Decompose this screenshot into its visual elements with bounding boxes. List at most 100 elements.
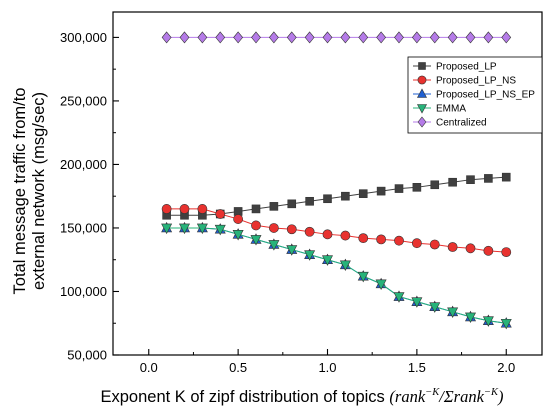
data-point <box>447 31 458 44</box>
data-point <box>465 31 476 44</box>
data-point <box>251 220 261 231</box>
legend-item: Proposed_LP <box>413 62 497 73</box>
legend-marker <box>418 62 426 70</box>
data-point <box>340 230 351 241</box>
data-point <box>215 209 226 219</box>
data-point <box>197 31 208 44</box>
data-point <box>429 302 441 313</box>
formula-close-paren: ) <box>497 387 504 406</box>
data-point <box>340 31 351 44</box>
data-point <box>501 31 512 44</box>
data-point <box>358 189 368 198</box>
data-point <box>394 31 404 44</box>
legend-marker <box>417 104 427 114</box>
data-point <box>466 175 475 184</box>
data-point <box>251 204 261 214</box>
data-point <box>304 250 316 261</box>
data-point <box>358 31 369 44</box>
legend-label: Proposed_LP_NS <box>436 76 516 87</box>
data-point <box>482 316 494 327</box>
legend: Proposed_LP Proposed_LP_NS Proposed_LP_NS_… <box>407 56 543 134</box>
formula-slash: / <box>438 387 445 406</box>
series-layer <box>161 31 512 330</box>
series-emma <box>161 223 512 330</box>
legend-box <box>407 56 543 134</box>
data-point <box>376 234 387 245</box>
series-proposed-lp <box>162 172 511 220</box>
data-point <box>322 255 333 266</box>
data-point <box>250 235 262 246</box>
data-point <box>411 238 422 249</box>
data-point <box>268 223 279 233</box>
data-point <box>322 31 333 44</box>
data-point <box>411 297 423 308</box>
data-point <box>376 186 386 196</box>
data-point <box>501 247 512 257</box>
data-point <box>305 196 314 206</box>
x-tick-label: 0.5 <box>229 360 247 375</box>
formula-numerator-exponent: −K <box>425 387 440 398</box>
data-point <box>394 184 404 193</box>
data-point <box>393 292 405 303</box>
legend-item: Proposed_LP_NS_EP <box>413 88 535 101</box>
x-tick-label: 0.0 <box>140 360 158 375</box>
data-point <box>429 31 440 44</box>
x-tick-label: 1.0 <box>318 360 336 375</box>
legend-item: Proposed_LP_NS <box>413 76 516 87</box>
data-point <box>304 31 315 44</box>
y-axis-title-line-2: external network (msg/sec) <box>30 92 48 290</box>
data-point <box>196 223 208 235</box>
data-point <box>447 307 459 318</box>
data-point <box>322 229 333 240</box>
data-point <box>411 31 422 44</box>
data-point <box>465 312 476 324</box>
series-proposed-lp-ns <box>161 204 512 257</box>
data-point <box>376 31 387 44</box>
data-point <box>357 271 369 283</box>
legend-label: Proposed_LP_NS_EP <box>436 90 535 101</box>
data-point <box>412 183 422 192</box>
data-point <box>268 31 279 44</box>
legend-marker <box>417 75 427 85</box>
y-tick-label: 200,000 <box>60 157 107 172</box>
data-point <box>286 245 298 256</box>
legend-marker <box>417 88 427 98</box>
data-point <box>233 214 244 224</box>
series-centralized <box>161 31 512 44</box>
data-point <box>430 180 440 190</box>
legend-marker <box>417 116 427 128</box>
data-point <box>286 224 297 235</box>
data-point <box>214 224 226 236</box>
data-point <box>179 204 190 214</box>
formula-denominator: Σrank <box>443 387 485 406</box>
data-point <box>465 243 476 254</box>
y-axis-title-line-1: Total message traffic from/to <box>11 88 29 295</box>
data-point <box>429 239 440 250</box>
x-tick-label: 2.0 <box>497 360 515 375</box>
data-point <box>179 223 190 235</box>
series-proposed-lp-ns-ep <box>161 221 512 328</box>
x-tick-label: 1.5 <box>408 360 426 375</box>
data-point <box>233 31 244 44</box>
data-point <box>197 204 208 214</box>
axis-ticks: 0.0 0.5 1.0 1.5 2.0 50,000 100,000 150,000 200,0… <box>60 30 515 375</box>
data-point <box>500 318 512 330</box>
y-tick-label: 250,000 <box>60 93 107 108</box>
data-point <box>501 172 511 182</box>
data-point <box>179 31 190 44</box>
legend-label: Centralized <box>436 118 487 129</box>
data-point <box>286 31 297 44</box>
formula-numerator: rank <box>395 387 426 406</box>
y-tick-label: 150,000 <box>60 220 107 235</box>
y-tick-label: 100,000 <box>60 284 107 299</box>
data-point <box>304 226 315 237</box>
legend-label: Proposed_LP <box>436 62 497 73</box>
data-point <box>269 202 279 211</box>
x-axis-title-text: Exponent K of zipf distribution of topic… <box>100 388 384 406</box>
legend-label: EMMA <box>436 104 466 115</box>
legend-item: Centralized <box>413 116 487 129</box>
data-point <box>232 230 244 241</box>
data-point <box>215 31 226 44</box>
y-tick-label: 300,000 <box>60 30 107 45</box>
data-point <box>251 31 261 44</box>
